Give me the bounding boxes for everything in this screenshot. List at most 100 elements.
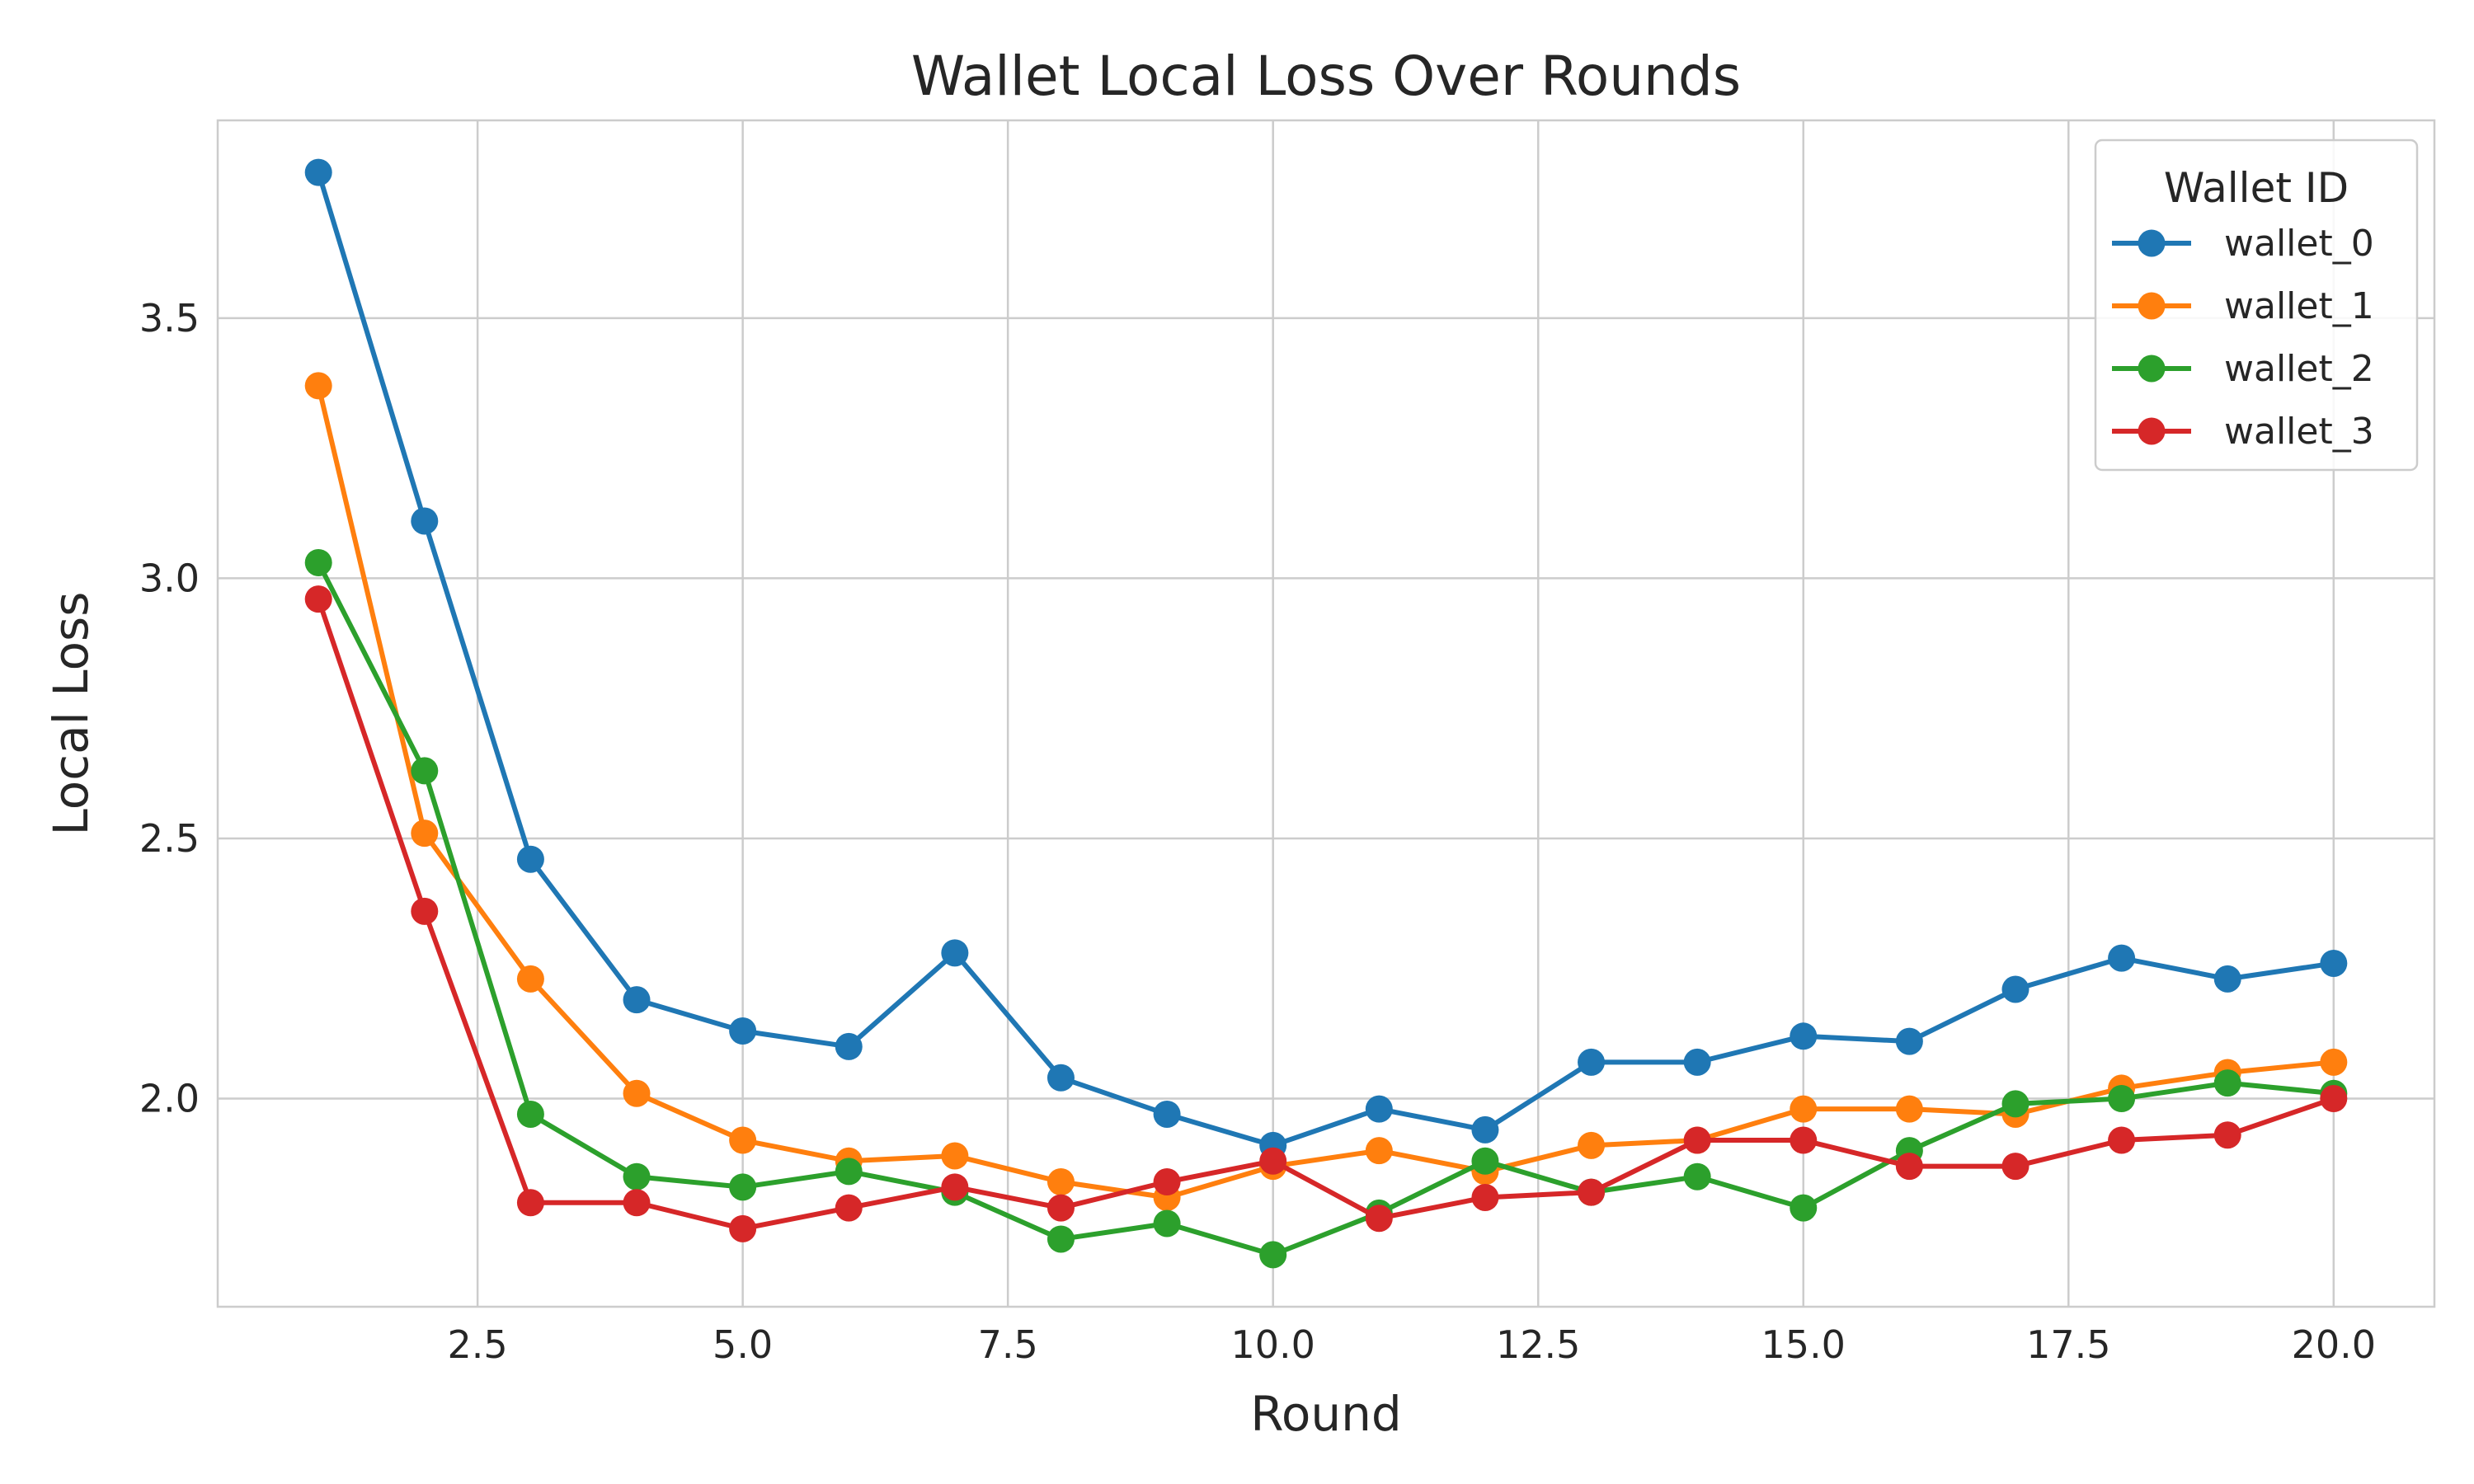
data-point-wallet_0 [1471,1115,1499,1144]
legend-item-wallet_0: wallet_0 [2112,223,2374,265]
data-point-wallet_3 [1683,1126,1711,1154]
data-point-wallet_2 [623,1162,651,1190]
data-point-wallet_1 [516,965,544,993]
y-tick-label: 2.5 [139,816,200,861]
data-point-wallet_3 [2213,1121,2241,1149]
data-point-wallet_3 [2001,1153,2030,1181]
legend-label: wallet_3 [2224,411,2374,453]
y-axis-label: Local Loss [43,592,99,836]
data-point-wallet_1 [2320,1048,2348,1076]
data-point-wallet_1 [1895,1095,1923,1123]
data-point-wallet_1 [729,1126,757,1154]
legend-item-wallet_1: wallet_1 [2112,285,2374,327]
legend-label: wallet_0 [2224,223,2374,265]
data-point-wallet_1 [1365,1137,1393,1165]
data-point-wallet_2 [1683,1162,1711,1190]
x-tick-label: 7.5 [978,1322,1038,1367]
data-point-wallet_2 [835,1158,863,1186]
data-point-wallet_1 [1790,1095,1818,1123]
data-point-wallet_2 [1047,1225,1075,1253]
y-tick-labels: 2.0 2.5 3.0 3.5 [139,296,200,1121]
legend-label: wallet_1 [2224,285,2374,327]
data-point-wallet_0 [623,986,651,1014]
data-point-wallet_3 [411,897,439,925]
data-point-wallet_1 [941,1142,969,1170]
data-point-wallet_0 [2108,944,2136,972]
x-tick-label: 15.0 [1761,1322,1846,1367]
data-point-wallet_3 [1895,1153,1923,1181]
data-point-wallet_0 [835,1032,863,1060]
data-point-wallet_1 [623,1079,651,1107]
data-point-wallet_2 [1471,1147,1499,1175]
y-tick-label: 3.5 [139,296,200,340]
data-point-wallet_0 [1790,1022,1818,1050]
data-point-wallet_2 [411,757,439,785]
data-point-wallet_0 [2213,965,2241,993]
data-point-wallet_1 [1047,1168,1075,1196]
data-point-wallet_1 [304,372,332,400]
data-point-wallet_3 [1790,1126,1818,1154]
x-tick-labels: 2.5 5.0 7.5 10.0 12.5 15.0 17.5 20.0 [448,1322,2377,1367]
plot-frame [216,119,2436,1308]
series-layer [304,158,2348,1269]
data-point-wallet_1 [1578,1131,1606,1159]
data-point-wallet_2 [729,1173,757,1201]
series-line-wallet_3 [316,596,2336,1232]
y-tick-label: 2.0 [139,1077,200,1121]
legend-swatch-marker [2138,417,2166,445]
data-point-wallet_0 [1153,1100,1181,1128]
legend-item-wallet_3: wallet_3 [2112,411,2374,453]
data-point-wallet_0 [1365,1095,1393,1123]
series-wallet_3 [304,585,2348,1242]
legend-swatch-marker [2138,355,2166,383]
x-axis-label: Round [1250,1386,1402,1442]
data-point-wallet_2 [1259,1241,1287,1269]
data-point-wallet_0 [729,1017,757,1045]
data-point-wallet_2 [516,1100,544,1128]
legend-box [2094,139,2419,472]
x-tick-label: 5.0 [713,1322,773,1367]
data-point-wallet_3 [1471,1183,1499,1211]
chart-title: Wallet Local Loss Over Rounds [911,45,1741,108]
data-point-wallet_0 [2001,975,2030,1003]
x-tick-label: 2.5 [448,1322,508,1367]
data-point-wallet_2 [2001,1090,2030,1118]
legend-swatch-marker [2138,292,2166,320]
x-tick-label: 10.0 [1230,1322,1315,1367]
data-point-wallet_2 [2108,1085,2136,1113]
x-tick-label: 12.5 [1496,1322,1580,1367]
data-point-wallet_3 [2320,1085,2348,1113]
data-point-wallet_0 [1683,1048,1711,1076]
data-point-wallet_0 [516,845,544,873]
data-point-wallet_3 [729,1214,757,1242]
data-point-wallet_2 [1153,1209,1181,1237]
data-point-wallet_2 [2213,1069,2241,1097]
data-point-wallet_0 [941,939,969,967]
data-point-wallet_3 [2108,1126,2136,1154]
legend-swatch-marker [2138,229,2166,257]
data-point-wallet_0 [1578,1048,1606,1076]
data-point-wallet_2 [1790,1194,1818,1222]
data-point-wallet_3 [1153,1168,1181,1196]
data-point-wallet_3 [1578,1178,1606,1206]
data-point-wallet_3 [516,1189,544,1217]
data-point-wallet_3 [835,1194,863,1222]
data-point-wallet_3 [941,1173,969,1201]
legend-item-wallet_2: wallet_2 [2112,348,2374,390]
series-line-wallet_2 [316,560,2336,1257]
data-point-wallet_0 [304,158,332,186]
data-point-wallet_0 [1047,1064,1075,1092]
data-point-wallet_0 [411,507,439,535]
data-point-wallet_0 [1895,1027,1923,1055]
data-point-wallet_3 [1259,1147,1287,1175]
data-point-wallet_2 [304,548,332,576]
x-tick-label: 20.0 [2292,1322,2376,1367]
series-wallet_0 [304,158,2348,1159]
data-point-wallet_0 [2320,949,2348,977]
data-point-wallet_3 [1365,1205,1393,1233]
data-point-wallet_1 [411,819,439,848]
legend-items: wallet_0 wallet_1 wallet_2 wallet_3 [2112,223,2374,453]
legend-label: wallet_2 [2224,348,2374,390]
y-tick-label: 3.0 [139,556,200,600]
